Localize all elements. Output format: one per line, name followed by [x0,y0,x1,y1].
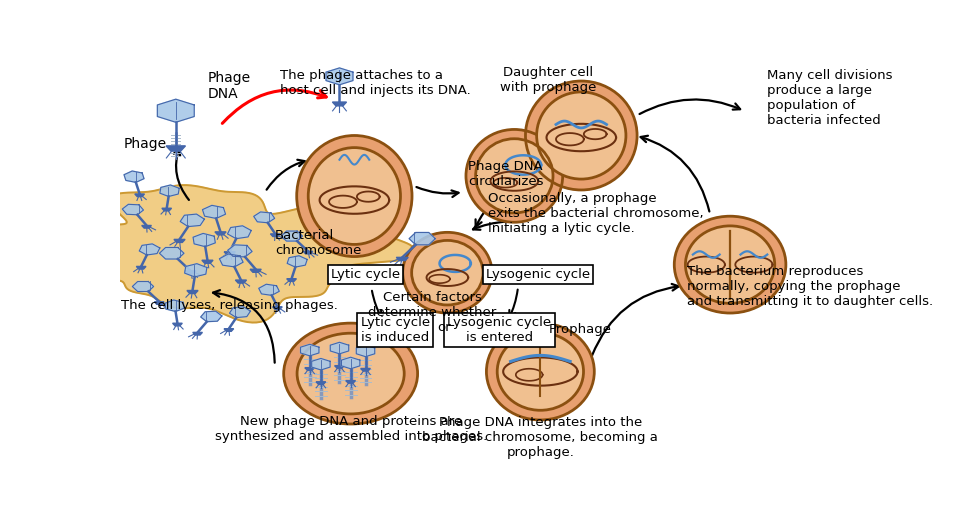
Ellipse shape [475,139,553,213]
Polygon shape [201,311,222,322]
Text: or: or [438,321,451,334]
Ellipse shape [297,136,412,257]
Polygon shape [316,382,325,385]
Polygon shape [273,307,282,309]
Ellipse shape [466,129,563,222]
Polygon shape [356,345,374,357]
Polygon shape [187,290,198,293]
Polygon shape [157,99,194,122]
Ellipse shape [412,241,483,305]
Polygon shape [361,368,371,371]
Polygon shape [193,332,203,335]
Polygon shape [193,233,215,247]
Polygon shape [139,244,159,255]
Polygon shape [228,226,252,238]
Polygon shape [287,256,307,267]
Polygon shape [159,247,184,259]
Ellipse shape [403,232,492,313]
Polygon shape [235,280,247,283]
Polygon shape [303,252,313,254]
Text: Phage
DNA: Phage DNA [207,71,251,101]
Polygon shape [124,171,144,182]
Polygon shape [166,146,185,151]
Ellipse shape [308,148,400,244]
Polygon shape [312,358,330,370]
Ellipse shape [487,323,594,420]
Polygon shape [346,380,355,383]
Polygon shape [224,252,235,255]
Polygon shape [180,214,204,226]
Polygon shape [409,233,435,245]
Polygon shape [224,329,233,331]
Text: Lysogenic cycle
is entered: Lysogenic cycle is entered [447,316,551,344]
Ellipse shape [297,333,404,414]
Ellipse shape [685,226,775,303]
Polygon shape [220,254,243,267]
Polygon shape [122,204,143,215]
Polygon shape [300,344,319,356]
Polygon shape [326,68,353,85]
Text: The cell lyses, releasing phages.: The cell lyses, releasing phages. [122,299,338,312]
Text: Occasionally, a prophage
exits the bacterial chromosome,
initiating a lytic cycl: Occasionally, a prophage exits the bacte… [489,192,704,235]
Polygon shape [281,231,302,241]
Ellipse shape [497,333,584,410]
Polygon shape [228,245,252,257]
Text: Lysogenic cycle: Lysogenic cycle [486,268,590,281]
Polygon shape [185,271,196,274]
Polygon shape [335,366,345,368]
Polygon shape [21,185,436,323]
Text: Lytic cycle
is induced: Lytic cycle is induced [361,316,430,344]
Polygon shape [136,266,146,269]
Ellipse shape [674,216,786,313]
Polygon shape [203,205,226,219]
Polygon shape [305,368,315,370]
Polygon shape [259,284,279,296]
Polygon shape [396,257,408,260]
Polygon shape [342,357,360,369]
Text: Daughter cell
with prophage: Daughter cell with prophage [499,66,596,94]
Polygon shape [165,300,184,311]
Polygon shape [184,264,207,277]
Polygon shape [202,260,213,263]
Ellipse shape [537,92,626,179]
Text: Certain factors
determine whether: Certain factors determine whether [369,291,496,319]
Text: Phage DNA integrates into the
bacterial chromosome, becoming a
prophage.: Phage DNA integrates into the bacterial … [422,416,659,459]
Text: Phage DNA
circularizes: Phage DNA circularizes [468,160,543,188]
Polygon shape [215,232,226,235]
Text: Phage: Phage [124,137,167,150]
Polygon shape [142,225,152,228]
Ellipse shape [525,81,637,190]
Text: The bacterium reproduces
normally, copying the prophage
and transmitting it to d: The bacterium reproduces normally, copyi… [687,266,933,309]
Polygon shape [271,234,280,236]
Text: Many cell divisions
produce a large
population of
bacteria infected: Many cell divisions produce a large popu… [767,69,893,127]
Polygon shape [229,307,251,318]
Polygon shape [162,208,172,211]
Text: New phage DNA and proteins are
synthesized and assembled into phages.: New phage DNA and proteins are synthesiz… [214,414,487,443]
Polygon shape [174,239,185,243]
Ellipse shape [284,323,418,424]
Polygon shape [155,302,164,304]
Polygon shape [251,269,261,272]
Polygon shape [173,323,182,326]
Polygon shape [330,342,348,354]
Polygon shape [287,279,297,281]
Polygon shape [160,185,180,196]
Polygon shape [332,102,347,106]
Text: The phage attaches to a
host cell and injects its DNA.: The phage attaches to a host cell and in… [280,69,470,97]
Polygon shape [134,194,144,196]
Polygon shape [132,281,154,291]
Text: Lytic cycle: Lytic cycle [331,268,400,281]
Text: Prophage: Prophage [548,323,612,336]
Polygon shape [253,212,275,223]
Text: Bacterial
chromosome: Bacterial chromosome [275,229,361,257]
